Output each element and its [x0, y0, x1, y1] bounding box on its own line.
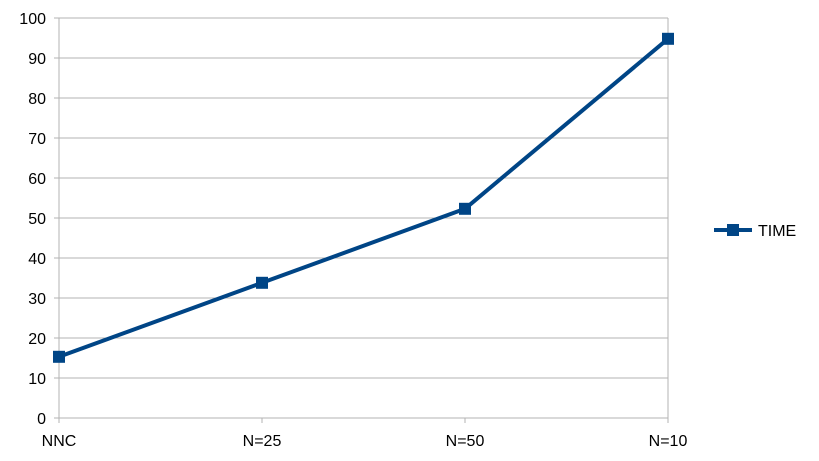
x-tick-label: N=50: [446, 433, 485, 450]
legend-swatch-marker: [727, 224, 739, 236]
data-point-marker: [256, 276, 268, 289]
x-tick-label: N=25: [243, 433, 282, 450]
y-tick-label: 10: [28, 371, 46, 388]
y-tick-label: 40: [28, 251, 46, 268]
data-point-marker: [662, 32, 674, 45]
y-tick-label: 0: [37, 411, 46, 428]
x-tick-labels: NNC N=25 N=50 N=10: [42, 433, 688, 450]
data-point-marker: [459, 202, 471, 215]
series-line-time: [58, 37, 670, 359]
data-point-marker: [53, 350, 65, 363]
y-tick-label: 100: [19, 11, 46, 28]
y-tick-label: 50: [28, 211, 46, 228]
y-tick-label: 60: [28, 171, 46, 188]
legend: TIME: [714, 223, 796, 240]
y-tick-label: 70: [28, 131, 46, 148]
y-tick-label: 20: [28, 331, 46, 348]
x-tick-label: N=10: [649, 433, 688, 450]
x-tick-label: NNC: [42, 433, 77, 450]
series-group: [53, 32, 674, 363]
y-tick-label: 90: [28, 51, 46, 68]
legend-label: TIME: [758, 223, 796, 240]
y-tick-labels: 0 10 20 30 40 50 60 70 80 90 100: [19, 11, 46, 428]
gridlines: [59, 17, 668, 379]
y-tick-label: 80: [28, 91, 46, 108]
y-tick-label: 30: [28, 291, 46, 308]
axes: [54, 17, 669, 423]
